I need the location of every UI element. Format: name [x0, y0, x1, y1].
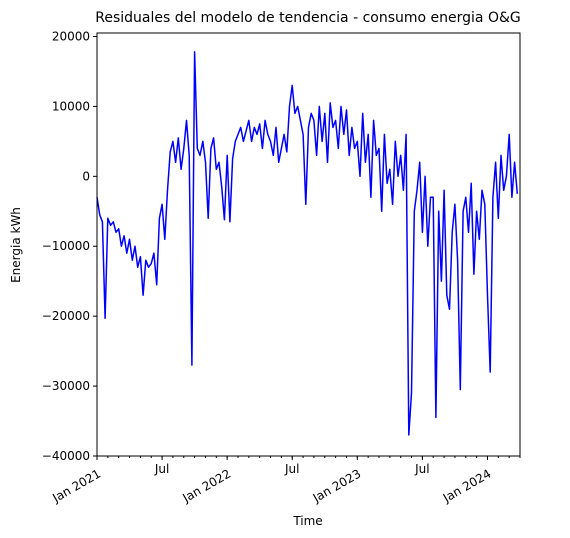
data-line — [96, 51, 519, 436]
plot-frame — [96, 32, 521, 457]
y-tick-label: −20000 — [42, 309, 90, 323]
x-tick-label: Jan 2023 — [310, 467, 364, 506]
y-tick-label: 10000 — [52, 99, 90, 113]
x-tick-label: Jul — [154, 462, 169, 476]
x-tick-label: Jan 2021 — [49, 467, 103, 506]
x-tick-label: Jul — [414, 462, 429, 476]
y-tick-label: −10000 — [42, 239, 90, 253]
y-tick-label: 0 — [82, 169, 90, 183]
x-tick-label: Jan 2024 — [440, 467, 494, 506]
y-tick-label: −40000 — [42, 449, 90, 463]
y-tick-label: 20000 — [52, 29, 90, 43]
chart-title: Residuales del modelo de tendencia - con… — [95, 10, 521, 26]
x-tick-label: Jul — [284, 462, 299, 476]
x-axis-label: Time — [292, 514, 322, 528]
x-tick-label: Jan 2022 — [180, 467, 234, 506]
y-tick-label: −30000 — [42, 379, 90, 393]
y-axis-label: Energia kWh — [9, 207, 23, 283]
